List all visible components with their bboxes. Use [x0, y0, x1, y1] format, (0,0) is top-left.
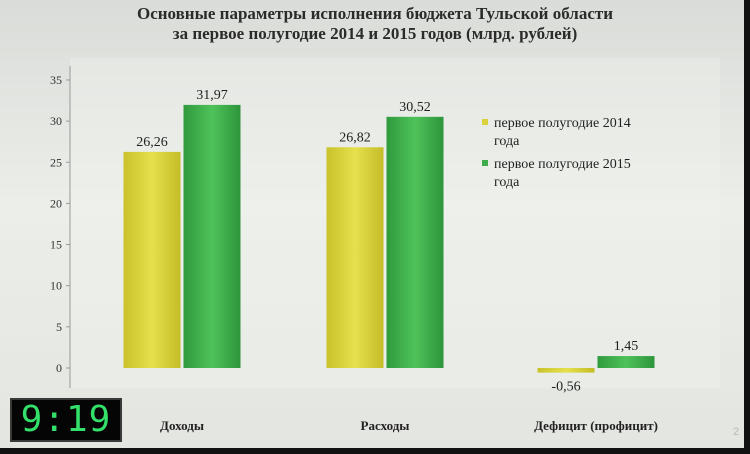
chart-title-line-1: Основные параметры исполнения бюджета Ту… [136, 4, 614, 23]
data-label: 30,52 [399, 100, 431, 115]
page-number: 2 [733, 426, 740, 438]
y-tick-label: 30 [50, 114, 62, 128]
legend-swatch [482, 119, 488, 125]
y-tick-label: 10 [50, 279, 62, 293]
clock-display: 9:19 [10, 398, 122, 442]
bar [386, 116, 444, 368]
chart-title: Основные параметры исполнения бюджета Ту… [30, 4, 720, 44]
legend-label: первое полугодие 2015 года [494, 157, 631, 190]
bar [597, 356, 655, 368]
chart-title-line-2: за первое полугодие 2014 и 2015 годов (м… [172, 24, 578, 43]
bar [537, 368, 595, 373]
category-label: Дефицит (профицит) [534, 418, 658, 433]
data-label: 26,26 [136, 135, 168, 150]
data-label: -0,56 [551, 380, 580, 395]
category-label: Доходы [160, 418, 204, 433]
legend-label: первое полугодие 2014 года [494, 116, 631, 149]
bar [123, 151, 181, 368]
y-tick-label: 0 [56, 361, 62, 375]
category-label: Расходы [361, 418, 410, 433]
y-tick-label: 35 [50, 73, 62, 87]
y-tick-label: 25 [50, 155, 62, 169]
data-label: 31,97 [196, 88, 228, 103]
screen-frame-right [744, 0, 750, 454]
y-tick-label: 15 [50, 238, 62, 252]
bar [183, 104, 241, 368]
legend-swatch [482, 160, 488, 166]
screen-frame-bottom [0, 448, 750, 454]
bar [326, 147, 384, 368]
data-label: 1,45 [614, 339, 639, 354]
y-tick-label: 20 [50, 196, 62, 210]
data-label: 26,82 [339, 130, 371, 145]
y-tick-label: 5 [56, 320, 62, 334]
